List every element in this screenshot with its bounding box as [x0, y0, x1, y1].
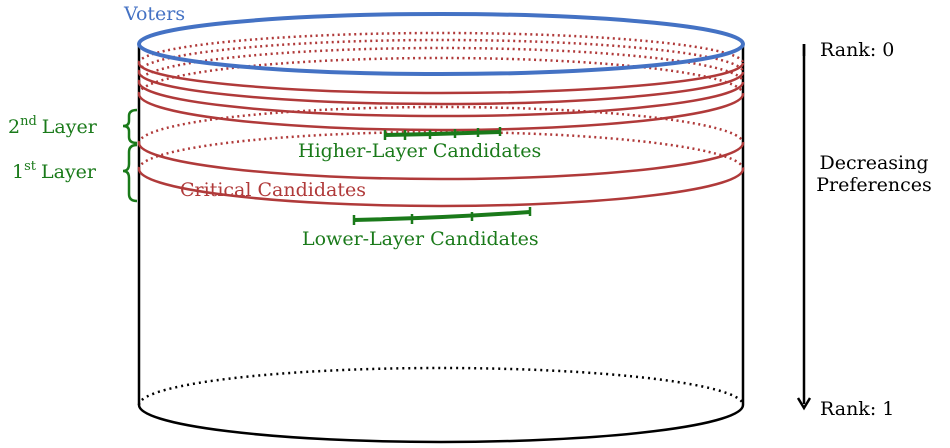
ring-4-front [137, 93, 745, 132]
cylinder-bottom-back [137, 366, 745, 406]
decreasing-label: Decreasing [820, 152, 929, 174]
ring-4-back [137, 56, 745, 95]
ring-3-front [137, 81, 745, 118]
preferences-label: Preferences [816, 174, 932, 196]
lower-layer-label: Lower-Layer Candidates [302, 228, 539, 250]
ring-1-front [137, 62, 745, 95]
layer1-brace [122, 143, 138, 203]
rank-bottom-label: Rank: 1 [820, 398, 894, 420]
rank-top-label: Rank: 0 [820, 39, 894, 61]
ring-5-front [137, 142, 745, 181]
rank-arrowhead [796, 397, 812, 411]
ring-5-back [137, 105, 745, 144]
ring-6-front [137, 168, 745, 208]
ring-1-back [137, 31, 745, 64]
voters-label: Voters [123, 3, 185, 25]
layer2-label: 2nd Layer [8, 114, 98, 138]
layer2-brace [122, 108, 138, 145]
layer1-label: 1st Layer [12, 159, 97, 183]
cylinder-bottom-front [137, 404, 745, 444]
critical-candidates-label: Critical Candidates [180, 179, 366, 201]
higher-layer-segment [383, 127, 502, 140]
lower-layer-segment [352, 207, 532, 225]
voters-ellipse [137, 12, 745, 76]
ring-2-front [137, 71, 745, 106]
higher-layer-label: Higher-Layer Candidates [298, 140, 541, 162]
